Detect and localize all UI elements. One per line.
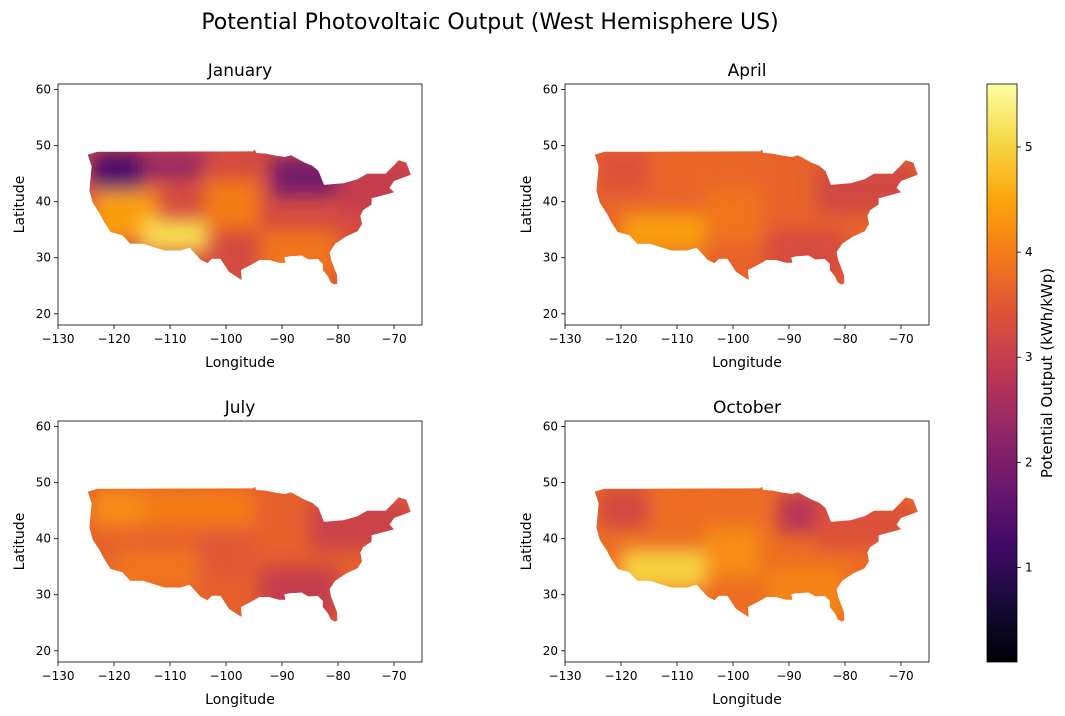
y-tick-label: 60 bbox=[543, 83, 558, 97]
x-tick-label: −70 bbox=[381, 669, 406, 683]
x-axis-label: Longitude bbox=[205, 692, 275, 708]
y-tick-label: 30 bbox=[36, 251, 51, 265]
colorbar-gradient bbox=[986, 83, 1018, 663]
heatmap-region bbox=[142, 218, 210, 253]
x-tick-label: −120 bbox=[98, 332, 131, 346]
x-tick-label: −120 bbox=[605, 669, 638, 683]
subplot-april: −130 −120 −110 −100 −90 −80 −70 20 30 40 50 60 April… bbox=[519, 61, 930, 371]
colorbar-label: Potential Output (kWh/kWp) bbox=[1038, 268, 1056, 478]
x-tick-label: −110 bbox=[154, 669, 187, 683]
axes-frame bbox=[564, 83, 930, 326]
y-tick-label: 30 bbox=[36, 588, 51, 602]
colorbar-tick-label: 3 bbox=[1025, 350, 1033, 364]
y-axis-label: Latitude bbox=[12, 513, 28, 571]
x-tick-label: −90 bbox=[776, 669, 801, 683]
heatmap-region bbox=[203, 179, 260, 230]
x-tick-label: −70 bbox=[381, 332, 406, 346]
subplot-january: −130 −120 −110 −100 −90 −80 −70 20 30 40 50 60 Janua… bbox=[12, 61, 423, 371]
y-tick-label: 30 bbox=[543, 251, 558, 265]
heatmap-region bbox=[649, 151, 761, 191]
x-tick-label: −100 bbox=[210, 669, 243, 683]
x-axis-label: Longitude bbox=[205, 355, 275, 371]
x-tick-label: −130 bbox=[549, 332, 582, 346]
y-tick-label: 20 bbox=[543, 307, 558, 321]
subplot-title: October bbox=[713, 398, 781, 418]
heatmap-region bbox=[142, 488, 254, 528]
x-tick-label: −100 bbox=[717, 669, 750, 683]
x-tick-label: −70 bbox=[888, 332, 913, 346]
x-tick-label: −100 bbox=[717, 332, 750, 346]
axes-frame bbox=[57, 83, 423, 326]
y-tick-label: 40 bbox=[543, 532, 558, 546]
y-tick-label: 30 bbox=[543, 588, 558, 602]
axes-frame bbox=[57, 420, 423, 663]
x-tick-label: −110 bbox=[661, 669, 694, 683]
colorbar-tick-label: 4 bbox=[1025, 245, 1033, 259]
colorbar-tick-label: 1 bbox=[1025, 560, 1033, 574]
y-tick-label: 50 bbox=[36, 476, 51, 490]
heatmap-region bbox=[705, 190, 761, 241]
heatmap-region bbox=[142, 151, 204, 180]
x-tick-label: −120 bbox=[98, 669, 131, 683]
colorbar: 1 2 3 4 5 Potential Output (kWh/kWp) bbox=[986, 83, 1056, 663]
heatmap-region bbox=[598, 488, 649, 528]
heatmap-region bbox=[649, 488, 761, 528]
subplot-grid: −130 −120 −110 −100 −90 −80 −70 20 30 40 50 60 Janua… bbox=[12, 61, 930, 708]
x-tick-label: −70 bbox=[888, 669, 913, 683]
x-tick-label: −80 bbox=[832, 669, 857, 683]
y-tick-label: 20 bbox=[36, 644, 51, 658]
subplot-title: January bbox=[207, 61, 272, 81]
x-tick-label: −130 bbox=[42, 669, 75, 683]
subplot-july: −130 −120 −110 −100 −90 −80 −70 20 30 40 50 60 July L… bbox=[12, 398, 423, 708]
x-tick-label: −80 bbox=[325, 669, 350, 683]
x-tick-label: −90 bbox=[776, 332, 801, 346]
y-axis-label: Latitude bbox=[12, 176, 28, 234]
x-tick-label: −90 bbox=[269, 332, 294, 346]
y-tick-label: 40 bbox=[36, 532, 51, 546]
x-tick-label: −90 bbox=[269, 669, 294, 683]
figure-title: Potential Photovoltaic Output (West Hemi… bbox=[201, 10, 778, 35]
x-tick-label: −130 bbox=[42, 332, 75, 346]
y-tick-label: 20 bbox=[36, 307, 51, 321]
heatmap-region bbox=[598, 151, 649, 191]
subplot-title: April bbox=[728, 61, 767, 81]
colorbar-tick-label: 2 bbox=[1025, 455, 1033, 469]
x-tick-label: −110 bbox=[154, 332, 187, 346]
y-axis-label: Latitude bbox=[519, 513, 535, 571]
heatmap-region bbox=[198, 527, 254, 578]
axes-frame bbox=[564, 420, 930, 663]
subplot-title: July bbox=[224, 398, 256, 418]
y-tick-label: 60 bbox=[36, 420, 51, 434]
x-axis-label: Longitude bbox=[712, 355, 782, 371]
x-tick-label: −80 bbox=[832, 332, 857, 346]
subplot-october: −130 −120 −110 −100 −90 −80 −70 20 30 40 50 60 Octob… bbox=[519, 398, 930, 708]
y-tick-label: 50 bbox=[36, 139, 51, 153]
heatmap-region bbox=[705, 527, 761, 578]
x-tick-label: −100 bbox=[210, 332, 243, 346]
colorbar-tick-label: 5 bbox=[1025, 140, 1033, 154]
x-tick-label: −110 bbox=[661, 332, 694, 346]
y-tick-label: 60 bbox=[36, 83, 51, 97]
y-axis-label: Latitude bbox=[519, 176, 535, 234]
heatmap-region bbox=[91, 151, 142, 191]
x-axis-label: Longitude bbox=[712, 692, 782, 708]
y-tick-label: 60 bbox=[543, 420, 558, 434]
y-tick-label: 50 bbox=[543, 139, 558, 153]
colorbar-ticks: 1 2 3 4 5 bbox=[1017, 140, 1033, 574]
x-tick-label: −130 bbox=[549, 669, 582, 683]
x-tick-label: −80 bbox=[325, 332, 350, 346]
y-tick-label: 50 bbox=[543, 476, 558, 490]
x-tick-label: −120 bbox=[605, 332, 638, 346]
y-tick-label: 20 bbox=[543, 644, 558, 658]
heatmap-region bbox=[91, 488, 142, 528]
y-tick-label: 40 bbox=[543, 195, 558, 209]
y-tick-label: 40 bbox=[36, 195, 51, 209]
